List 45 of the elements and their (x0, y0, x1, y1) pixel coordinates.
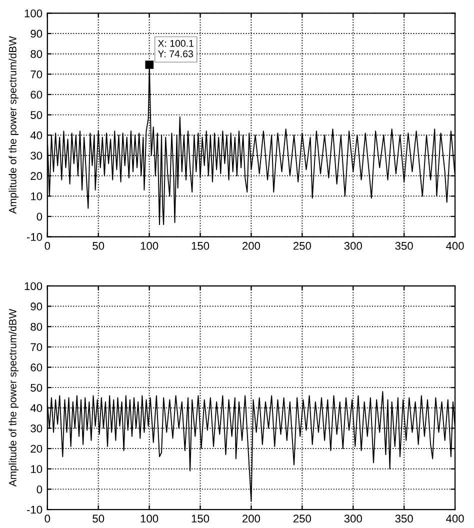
y-tick-label: 50 (30, 384, 42, 392)
annotation: X: 100.1 Y: 74.63 (158, 40, 194, 58)
y-tick-label: 90 (30, 302, 42, 310)
y-tick-label: 60 (30, 364, 42, 372)
x-tick-label: 50 (92, 514, 104, 523)
x-tick-label: 250 (293, 242, 312, 250)
x-tick-label: 50 (92, 242, 104, 250)
x-tick-label: 350 (395, 242, 413, 250)
x-tick-label: 250 (293, 514, 312, 523)
y-tick-label: 100 (24, 282, 42, 290)
x-tick-label: 100 (140, 514, 158, 523)
y-tick-label: 20 (30, 444, 42, 453)
x-tick-label: 400 (446, 514, 464, 523)
x-tick-label: 200 (242, 514, 260, 523)
y-tick-label: 30 (30, 424, 42, 432)
y-tick-label: 70 (30, 70, 42, 78)
y-tick-label: -10 (26, 233, 42, 241)
x-tick-label: 150 (192, 514, 210, 523)
x-tick-label: 0 (44, 514, 50, 523)
y-tick-label: 60 (30, 90, 42, 99)
y-tick-label: 50 (30, 111, 42, 119)
x-tick-label: 150 (192, 242, 210, 250)
x-tick-label: 300 (344, 242, 362, 250)
x-tick-label: 200 (242, 242, 260, 250)
y-tick-label: 100 (24, 9, 42, 18)
y-tick-label: 70 (30, 343, 42, 352)
y-tick-label: 90 (30, 30, 42, 38)
y-axis-title: Amplitude of the power spectrum/dBW (8, 36, 18, 214)
y-tick-label: 40 (30, 404, 42, 412)
y-axis-title: Amplitude of the power spectrum/dBW (8, 308, 18, 487)
y-tick-label: 10 (31, 465, 42, 474)
x-tick-label: 300 (344, 514, 362, 523)
y-tick-label: -10 (26, 506, 42, 514)
x-tick-label: 0 (44, 242, 50, 250)
x-tick-label: 350 (395, 514, 413, 523)
y-tick-label: 0 (36, 485, 42, 494)
y-tick-label: 10 (31, 192, 42, 200)
y-tick-label: 80 (30, 50, 42, 58)
y-tick-label: 0 (36, 212, 42, 221)
y-tick-label: 40 (30, 131, 42, 140)
y-tick-label: 30 (30, 152, 42, 160)
x-tick-label: 100 (140, 242, 158, 250)
y-tick-label: 20 (30, 172, 42, 180)
x-tick-label: 400 (446, 242, 464, 250)
y-tick-label: 80 (30, 322, 42, 331)
